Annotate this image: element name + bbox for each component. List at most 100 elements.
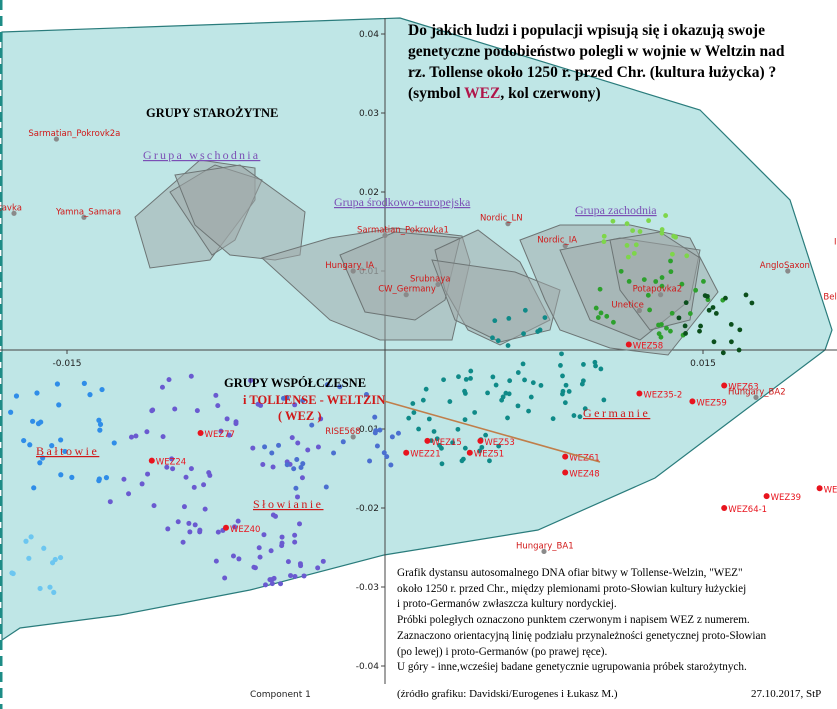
baltic-dot: [87, 392, 93, 398]
ancient-point: [53, 136, 60, 142]
slavic-dot: [295, 494, 301, 500]
wez-point-label: WEZ15: [431, 438, 461, 448]
wez-point: [721, 505, 728, 511]
ancient-point-label: Potapovka2: [633, 285, 683, 295]
ancient-point: [350, 268, 356, 274]
western-dot: [679, 281, 685, 287]
western-dot: [658, 334, 664, 340]
germanic-dot: [485, 390, 490, 396]
ancient-point-label: CW_Germany: [378, 285, 436, 295]
note-line-2: około 1250 r. przed Chr., między plemion…: [397, 582, 747, 595]
baltic-dot: [62, 448, 68, 455]
y-tick-label: 0.02: [359, 188, 379, 198]
slavic-dot: [300, 461, 306, 467]
germanic-dot: [577, 414, 583, 420]
western-dot: [618, 268, 624, 274]
slavic-dot: [331, 450, 337, 456]
germanic-dot: [447, 399, 453, 404]
baltic-dot: [96, 417, 102, 423]
slavic-dot: [279, 534, 285, 540]
baltic-dot: [58, 472, 64, 478]
slavic-dot: [187, 529, 193, 535]
western-dot: [610, 218, 616, 224]
x-tick-label: -0.015: [52, 359, 81, 369]
baltic-dot: [54, 381, 61, 387]
ancient-point: [541, 548, 547, 555]
slavic-dot: [166, 377, 172, 383]
germanic-dot: [493, 382, 499, 388]
western-dot: [624, 243, 630, 248]
western-dot: [736, 347, 742, 353]
ancient-point: [753, 394, 759, 400]
proto-divide-line: [383, 400, 601, 463]
germanic-dot: [506, 391, 512, 397]
ancient-point: [382, 232, 388, 239]
source-note: (źródło grafiku: Davidski/Eurogenes i Łu…: [397, 688, 618, 700]
wez-point-label: WEZ63: [728, 383, 758, 393]
wez-point-label: WEZ21: [410, 450, 440, 460]
slavic-dot: [218, 428, 224, 434]
western-dot: [611, 319, 616, 325]
western-dot: [687, 311, 693, 316]
slavic-dot: [299, 475, 305, 481]
western-dot: [659, 227, 665, 232]
wez-point: [223, 524, 229, 531]
slavic-dot: [213, 558, 219, 564]
note-line-1: Grafik dystansu autosomalnego DNA ofiar …: [397, 567, 743, 579]
slavic-dot: [300, 398, 306, 404]
western-dot: [749, 300, 755, 306]
note-line-6: (po lewej) i proto-Germanów (po prawej r…: [397, 645, 608, 658]
wez-point-label: WEZ77: [205, 430, 235, 440]
slavic-dot: [169, 456, 175, 462]
labelled-samples-layer: Sarmatian_Pokrovk2aScythian_SamaraPoltav…: [0, 129, 837, 555]
wez-point-label: WEZ40: [230, 525, 260, 535]
wez-point-label: WEZ53: [484, 438, 514, 448]
ancient-point-label: Nordic_IA: [537, 236, 577, 246]
germanic-dot: [468, 376, 473, 381]
wez-point: [466, 449, 473, 456]
slavic-dot: [236, 556, 242, 562]
title-line-4-prefix: (symbol: [408, 85, 465, 102]
slavic-dot: [250, 445, 256, 451]
slavic-dot: [159, 384, 165, 390]
central-dot: [506, 316, 512, 321]
germanic-dot: [562, 400, 568, 406]
germanic-dot: [582, 406, 588, 412]
germanic-dot: [538, 383, 544, 388]
western-dot: [645, 292, 651, 298]
ancient-point-label: Poltavka: [0, 203, 22, 213]
baltic-dot: [26, 555, 32, 561]
baltic-dot: [49, 443, 55, 449]
wez-point-label: WEZ59: [696, 398, 726, 408]
ancient-point-label: Sarmatian_Pokrovka1: [357, 225, 449, 235]
slavic-dot: [251, 564, 257, 570]
germanic-dot: [437, 442, 442, 448]
slavic-dot: [262, 444, 268, 450]
slavic-dot: [232, 524, 238, 530]
group-east-label: Grupa wschodnia: [143, 148, 260, 162]
slavic-dot: [263, 582, 269, 588]
slavic-dot: [202, 506, 208, 512]
note-line-4: Próbki poległych oznaczono punktem czerw…: [397, 614, 750, 627]
title-line-1: Do jakich ludzi i populacji wpisują się …: [408, 22, 765, 39]
baltic-dot: [8, 409, 14, 415]
germanic-dot: [558, 363, 563, 368]
slavic-dot: [255, 401, 261, 407]
slavic-dot: [165, 526, 171, 532]
germanic-dot: [483, 432, 489, 438]
wez-point-label: WEZ64-1: [728, 505, 767, 515]
baltic-dot: [31, 485, 37, 491]
germanic-dot: [592, 359, 598, 365]
title-line-2: genetyczne podobieństwo polegli w wojnie…: [408, 43, 785, 60]
baltic-dot: [21, 437, 27, 444]
baltic-dot: [97, 427, 103, 433]
ancient-point-label: Hungary_BA2: [728, 387, 786, 397]
slavic-dot: [248, 378, 254, 384]
germanic-dot: [410, 401, 416, 406]
wez-point: [625, 341, 632, 348]
slavic-dot: [280, 395, 286, 401]
baltic-dot: [57, 554, 64, 561]
slavic-dot: [222, 575, 228, 581]
western-dot: [663, 213, 669, 218]
western-dot: [711, 339, 717, 345]
